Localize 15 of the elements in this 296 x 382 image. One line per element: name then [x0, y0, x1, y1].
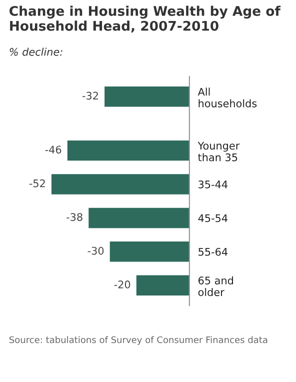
y-tick-label: All households [198, 88, 257, 108]
data-label: -38 [66, 213, 82, 221]
y-tick-label: 35-44 [198, 180, 228, 188]
source-note: Source: tabulations of Survey of Consumer Finances data [9, 336, 268, 345]
data-label: -46 [45, 146, 62, 154]
data-label: -30 [88, 246, 104, 255]
y-tick-label: Younger than 35 [198, 142, 240, 162]
y-tick-label: 65 and older [198, 276, 233, 296]
data-label: -52 [29, 179, 45, 188]
chart-subtitle: % decline: [10, 48, 62, 56]
y-tick-label: 45-54 [198, 214, 228, 222]
chart-title: Change in Housing Wealth by Age of Household Head, 2007-2010 [10, 6, 281, 33]
data-label: -20 [114, 280, 130, 288]
data-label: -32 [82, 92, 98, 100]
y-tick-label: 55-64 [198, 248, 228, 256]
